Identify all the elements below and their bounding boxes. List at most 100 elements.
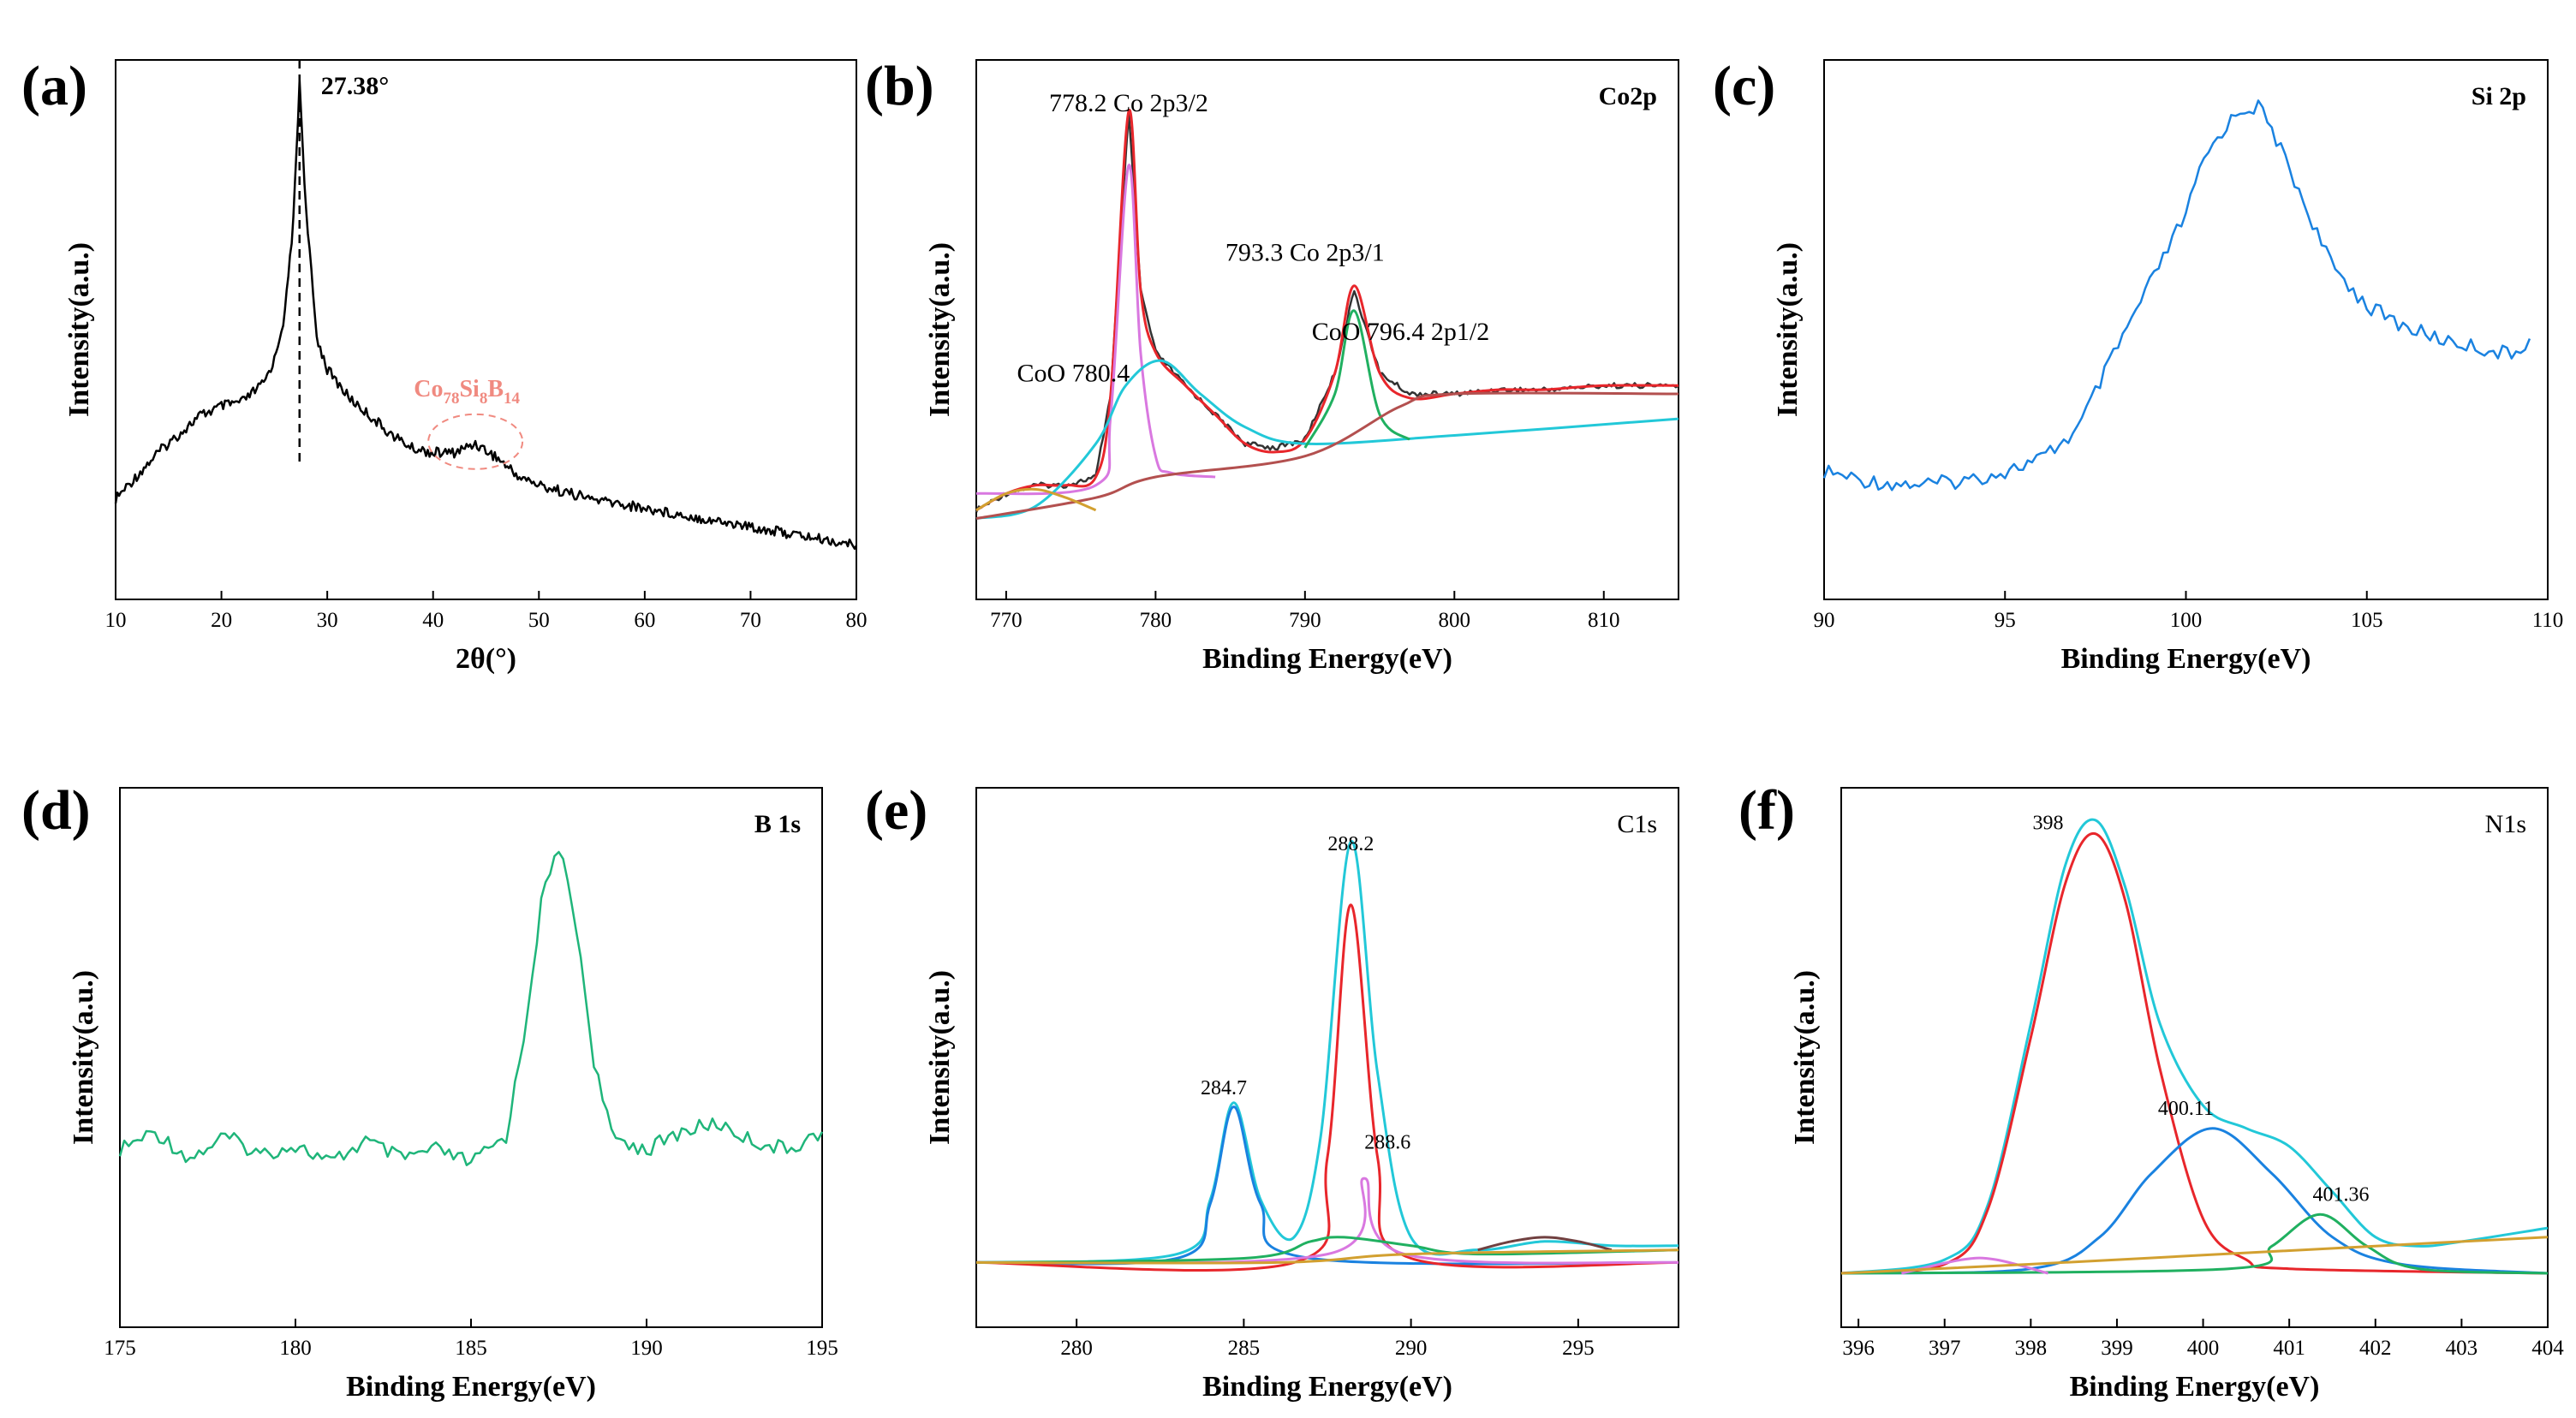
phase-label: Co78Si8B14 (414, 376, 520, 408)
x-tick-label: 195 (806, 1337, 838, 1360)
peak-annotation: CoO 780.4 (1017, 359, 1130, 387)
x-tick-label: 810 (1588, 609, 1620, 632)
series-line-si-2p (1822, 99, 2531, 492)
series-line-background (1840, 1236, 2549, 1275)
x-tick-label: 396 (1842, 1337, 1875, 1360)
series-line-raw (975, 111, 1679, 513)
x-tick-label: 20 (211, 609, 232, 632)
series-line-co-2p3-2 (975, 164, 1216, 496)
y-axis-label: Intensity(a.u.) (924, 242, 956, 417)
plot-frame (119, 787, 823, 1328)
panel-b: 770 780 790 800 810 Binding Energy(eV) Intensi… (865, 55, 1679, 675)
plot-frame (1823, 59, 2549, 600)
x-tick-label: 285 (1228, 1337, 1261, 1360)
x-tick-label: 403 (2446, 1337, 2478, 1360)
x-tick-label: 95 (1995, 609, 2016, 632)
x-tick-label: 399 (2101, 1337, 2133, 1360)
x-tick-label: 402 (2359, 1337, 2392, 1360)
peak-annotation: 400.11 (2158, 1098, 2214, 1120)
series-line-xrd (114, 79, 858, 551)
x-tick-label: 60 (634, 609, 655, 632)
series-line-coo-780-4 (975, 359, 1679, 520)
series-line-co-2p1-2 (1303, 309, 1410, 449)
panel-a: 10 20 30 40 50 60 70 80 2θ(°) Intensity(a.u.) (a) 2… (21, 55, 868, 675)
x-tick-label: 790 (1289, 609, 1321, 632)
series-line-envelope (1840, 818, 2549, 1275)
x-tick-label: 80 (846, 609, 868, 632)
series-line-background (975, 1248, 1679, 1265)
peak-annotation: CoO 796.4 2p1/2 (1312, 318, 1490, 346)
panel-label: (a) (21, 55, 87, 117)
x-axis-label: Binding Energy(eV) (346, 1371, 596, 1403)
corner-label: Si 2p (2472, 82, 2526, 110)
x-tick-label: 290 (1395, 1337, 1428, 1360)
series-line-398 (1840, 831, 2549, 1275)
panel-d: 175 180 185 190 195 Binding Energy(eV) Intensi… (21, 779, 838, 1403)
panel-label: (c) (1713, 55, 1775, 117)
x-axis-label: Binding Energy(eV) (1202, 1371, 1452, 1403)
panel-label: (d) (21, 779, 91, 842)
x-tick-label: 70 (740, 609, 761, 632)
x-tick-label: 180 (279, 1337, 312, 1360)
x-tick-label: 398 (2015, 1337, 2048, 1360)
x-axis-label: Binding Energy(eV) (1202, 643, 1452, 675)
x-tick-label: 397 (1929, 1337, 1961, 1360)
peak-annotation: 288.2 (1327, 833, 1374, 855)
x-tick-label: 90 (1814, 609, 1835, 632)
x-tick-label: 50 (528, 609, 550, 632)
y-axis-label: Intensity(a.u.) (68, 970, 99, 1145)
corner-label: Co2p (1599, 82, 1657, 110)
plot-frame (975, 59, 1679, 600)
peak-annotation: 793.3 Co 2p3/1 (1225, 239, 1385, 267)
series-line-satellite (1901, 1256, 2048, 1275)
x-tick-label: 280 (1060, 1337, 1093, 1360)
series-line-400-11 (1840, 1127, 2549, 1275)
series-line-satellite (975, 487, 1097, 512)
plot-frame (115, 59, 857, 600)
x-tick-label: 40 (422, 609, 444, 632)
peak-annotation: 284.7 (1201, 1077, 1247, 1099)
peak-label: 27.38° (321, 72, 390, 100)
x-axis-label: Binding Energy(eV) (2070, 1371, 2320, 1403)
panel-c: 90 95 100 105 110 Binding Energy(eV) Intensity… (1713, 55, 2563, 675)
phase-highlight-circle (427, 413, 524, 470)
series-line-401-36 (1840, 1212, 2549, 1275)
peak-annotation: 778.2 Co 2p3/2 (1049, 89, 1208, 117)
plot-frame (975, 787, 1679, 1328)
y-axis-label: Intensity(a.u.) (1772, 242, 1804, 417)
panel-label: (f) (1738, 779, 1795, 842)
x-tick-label: 780 (1140, 609, 1172, 632)
x-tick-label: 105 (2351, 609, 2383, 632)
peak-annotation: 401.36 (2313, 1183, 2370, 1206)
series-line-satellite (1477, 1236, 1613, 1252)
peak-annotation: 288.6 (1364, 1132, 1410, 1154)
y-axis-label: Intensity(a.u.) (1789, 970, 1821, 1145)
x-tick-label: 185 (455, 1337, 487, 1360)
x-tick-label: 404 (2531, 1337, 2564, 1360)
x-tick-label: 10 (105, 609, 127, 632)
series-line-envelope (975, 109, 1679, 512)
panel-f: 396 397 398 399 400 401 402 403 404 Binding Energ… (1738, 779, 2564, 1403)
plot-frame (1840, 787, 2549, 1328)
corner-label: N1s (2485, 810, 2526, 838)
x-axis-label: 2θ(°) (456, 643, 516, 675)
x-tick-label: 110 (2532, 609, 2564, 632)
peak-annotation: 398 (2032, 812, 2063, 834)
panel-label: (b) (865, 55, 934, 117)
series-line-288-2 (975, 903, 1679, 1272)
x-tick-label: 100 (2170, 609, 2203, 632)
y-axis-label: Intensity(a.u.) (924, 970, 956, 1145)
x-tick-label: 800 (1439, 609, 1471, 632)
x-tick-label: 175 (104, 1337, 136, 1360)
series-line-b-1s (118, 850, 824, 1166)
x-tick-label: 770 (990, 609, 1023, 632)
panel-label: (e) (865, 779, 927, 842)
series-line-coo-796-4 (975, 391, 1679, 520)
x-axis-label: Binding Energy(eV) (2061, 643, 2311, 675)
x-tick-label: 295 (1562, 1337, 1595, 1360)
x-tick-label: 30 (317, 609, 338, 632)
series-line-shoulder (975, 1236, 1679, 1264)
y-axis-label: Intensity(a.u.) (63, 242, 95, 417)
x-tick-label: 401 (2273, 1337, 2305, 1360)
